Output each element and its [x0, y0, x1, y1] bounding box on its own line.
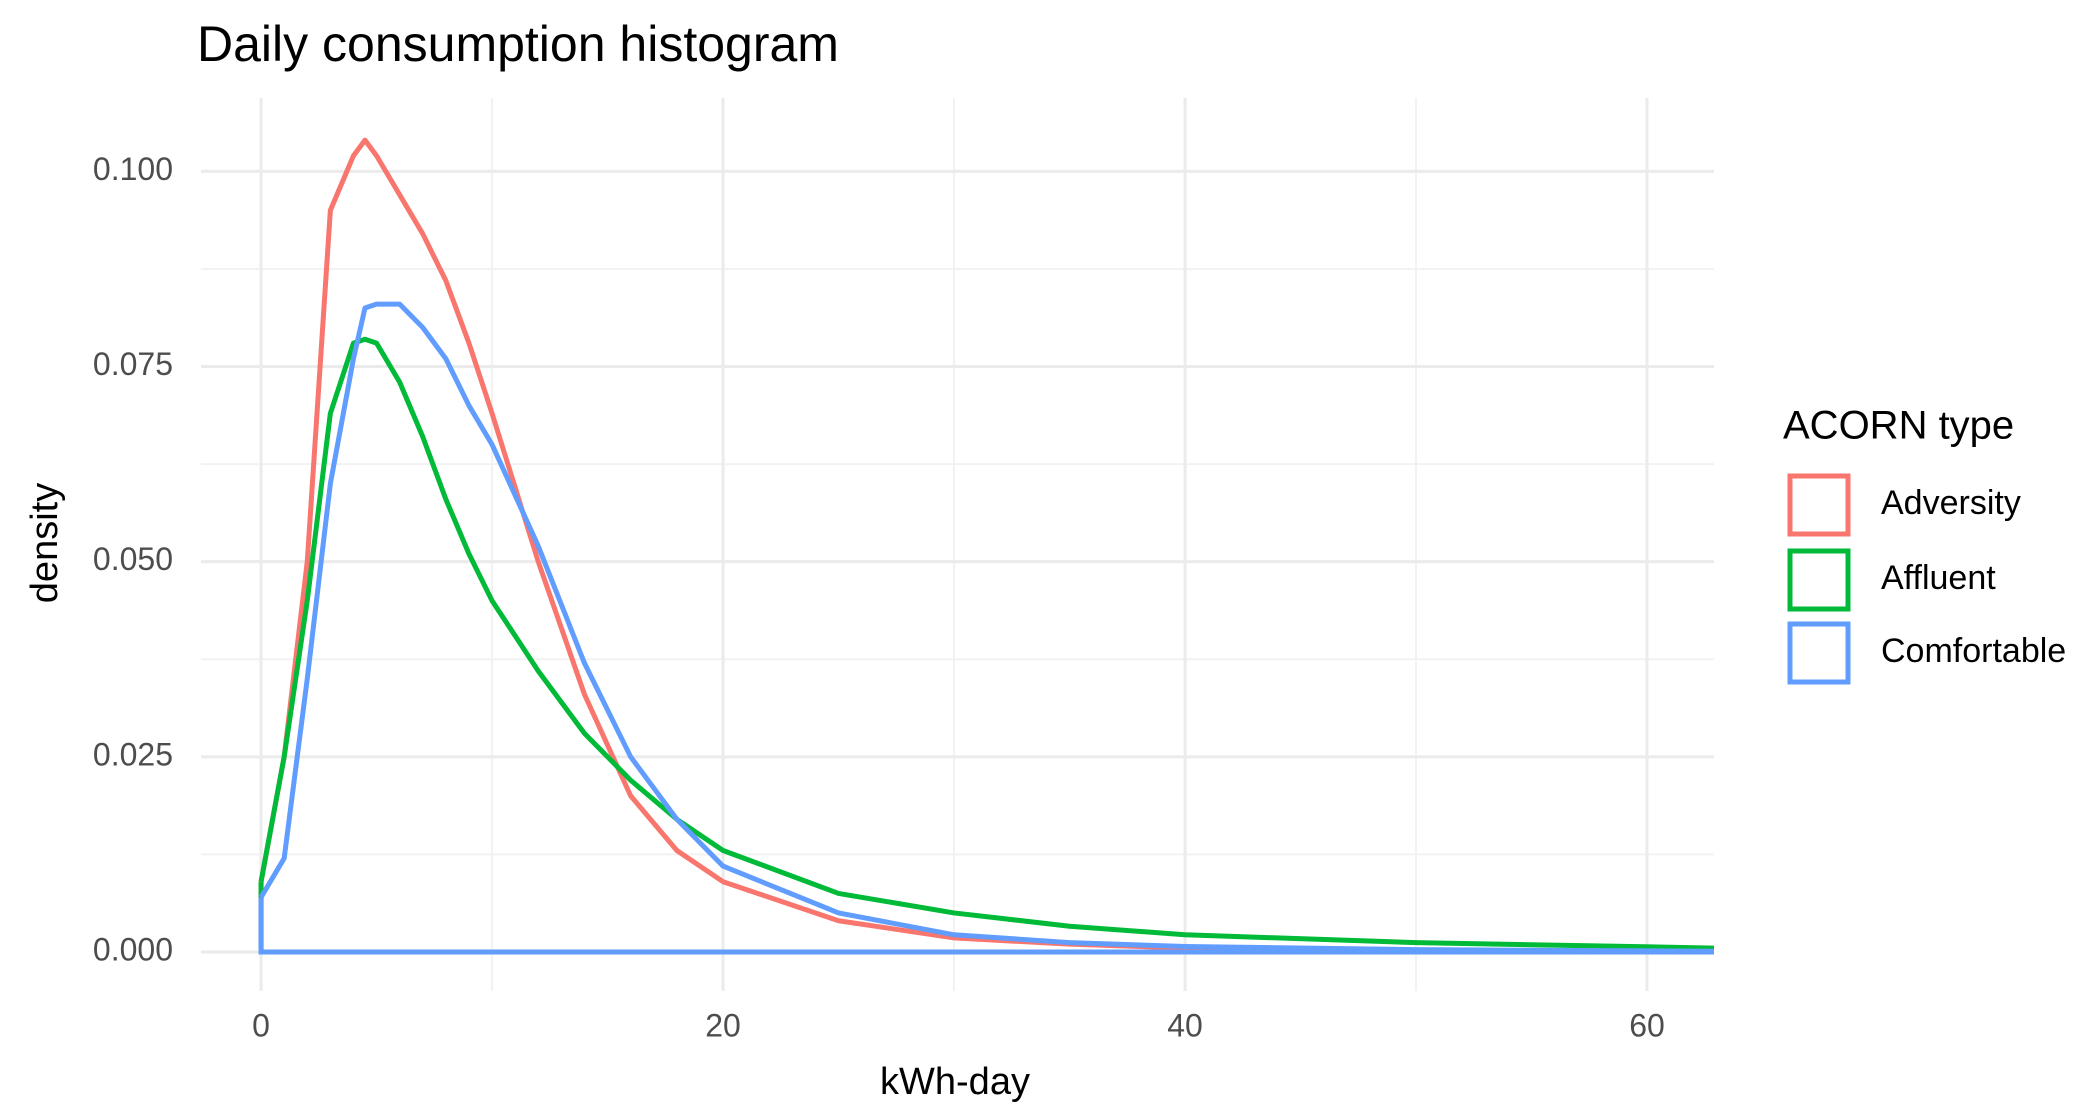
density-line — [258, 336, 1715, 951]
x-tick-label: 60 — [1629, 1007, 1665, 1043]
x-tick-label: 40 — [1167, 1007, 1203, 1043]
density-line — [258, 301, 1715, 954]
y-tick-label: 0.025 — [93, 736, 173, 772]
legend-key — [1787, 548, 1851, 612]
y-tick-label: 0.075 — [93, 346, 173, 382]
legend-key — [1787, 473, 1851, 537]
density-line — [258, 137, 1715, 954]
x-tick-label: 20 — [705, 1007, 741, 1043]
x-axis-title: kWh-day — [880, 1061, 1030, 1103]
legend-label: Adversity — [1881, 484, 2021, 522]
y-axis-title: density — [24, 483, 66, 603]
legend-title: ACORN type — [1783, 404, 2014, 448]
density-base — [258, 897, 1714, 955]
x-tick-label: 0 — [252, 1007, 270, 1043]
y-tick-label: 0.100 — [93, 151, 173, 187]
legend-label: Comfortable — [1881, 632, 2066, 670]
y-tick-label: 0.000 — [93, 931, 173, 967]
chart-title: Daily consumption histogram — [197, 16, 839, 72]
legend-label: Affluent — [1881, 559, 1996, 597]
legend-key — [1787, 621, 1851, 685]
y-tick-label: 0.050 — [93, 541, 173, 577]
